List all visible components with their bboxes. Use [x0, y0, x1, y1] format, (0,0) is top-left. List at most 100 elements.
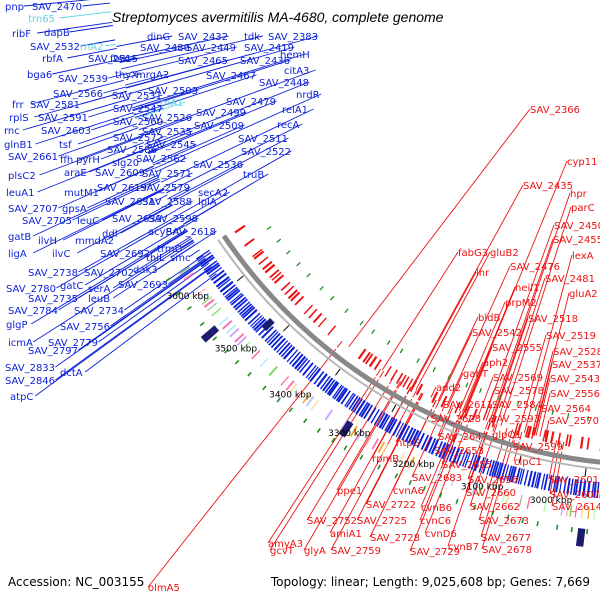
annotation-block [565, 504, 569, 517]
annotation-block [201, 296, 213, 305]
forward-cds [531, 471, 537, 488]
forward-gene-label: ilvH [38, 236, 57, 247]
leader-line [82, 2, 111, 7]
leader-line [78, 135, 142, 160]
forward-cds [363, 404, 374, 420]
gc-marker-inner [551, 409, 554, 415]
reverse-gene-label: SAV_2628 [431, 414, 481, 425]
leader-line [462, 361, 484, 413]
reverse-gene-label: SAV_2662 [470, 502, 520, 513]
leader-line [125, 73, 168, 86]
gc-marker [224, 349, 229, 354]
annotation-block [435, 468, 442, 481]
forward-gene-label: secA2 [198, 188, 228, 199]
forward-cds [435, 441, 444, 457]
forward-gene-label: acyP [148, 227, 172, 238]
forward-gene-label: SAV_2591 [38, 113, 88, 124]
leader-line [30, 79, 125, 105]
leader-line [147, 180, 161, 188]
reverse-gene-label: SAV_2614 [552, 502, 600, 513]
forward-gene-label: SAV_2639 [112, 214, 162, 225]
annotation-block [381, 443, 389, 455]
gc-marker [570, 527, 573, 533]
forward-cds [195, 249, 210, 260]
genome-summary: Topology: linear; Length: 9,025,608 bp; … [270, 575, 590, 589]
annotation-block [587, 507, 590, 520]
forward-cds [230, 293, 244, 306]
forward-gene-label: SAV_2631 [105, 197, 155, 208]
forward-gene-label: nrdR [296, 90, 320, 101]
leader-line [177, 150, 292, 216]
gc-marker [288, 407, 294, 413]
forward-cds [215, 276, 230, 288]
annotation-block [471, 481, 478, 494]
reverse-gene-label: SAV_2584 [492, 400, 542, 411]
forward-gene-label: SAV_2572 [113, 133, 163, 144]
forward-cds [224, 286, 238, 298]
reverse-cds [454, 401, 461, 414]
gc-marker [234, 359, 240, 365]
annotation-block [526, 496, 531, 509]
reverse-gene-label: aph2 [483, 358, 508, 369]
annotation-block [234, 333, 245, 343]
forward-cds [206, 264, 221, 276]
leader-line [348, 108, 531, 347]
leader-line [143, 158, 151, 163]
leader-line [152, 143, 197, 164]
forward-cds [378, 413, 389, 429]
forward-gene-label: SAV_2609 [95, 168, 145, 179]
forward-gene-label: SAV_2833 [5, 363, 55, 374]
forward-cds [582, 480, 587, 497]
annotation-block [450, 474, 457, 487]
leader-line [551, 441, 565, 507]
annotation-block [501, 490, 506, 503]
reverse-gene-label: amiA1 [330, 529, 362, 540]
forward-cds [578, 479, 583, 496]
forward-cds [203, 260, 218, 271]
forward-gene-label: ilvC [52, 249, 70, 260]
annotation-block [268, 365, 278, 377]
reverse-cds [440, 395, 448, 408]
forward-cds [468, 453, 475, 470]
reverse-gene-label: SAV_2593 [490, 414, 540, 425]
forward-gene-label: SAV_2499 [196, 108, 246, 119]
forward-gene-label: gatB [8, 232, 31, 243]
reverse-cds [471, 408, 478, 421]
reverse-gene-label: SAV_2366 [530, 105, 580, 116]
forward-cds [395, 422, 405, 438]
dark-block [200, 325, 220, 343]
gc-marker-inner [534, 405, 538, 412]
genome-axis [217, 231, 600, 471]
leader-line [188, 249, 200, 258]
reverse-gene-label: rpmB [372, 454, 399, 465]
forward-cds [508, 465, 515, 482]
reverse-gene-label: cvnD6 [425, 529, 457, 540]
forward-gene-label: SAV_2618 [166, 227, 216, 238]
reverse-gene-label: SAV_2660 [466, 488, 516, 499]
forward-gene-label: SAV_2562 [136, 154, 186, 165]
forward-cds [302, 362, 314, 376]
leader-line [447, 372, 464, 406]
gc-marker-inner [465, 382, 469, 388]
gc-marker [175, 291, 181, 296]
leader-line [172, 224, 184, 232]
reverse-gene-label: SAV_2599 [513, 442, 563, 453]
leader-line [464, 346, 493, 414]
reverse-cds [526, 425, 533, 439]
leader-line [430, 386, 437, 398]
leader-line [163, 172, 193, 188]
gc-marker [521, 517, 525, 524]
leader-line [415, 251, 491, 391]
leader-line [500, 206, 572, 427]
annotation-block [289, 383, 298, 394]
leader-line [477, 376, 494, 419]
annotation-block [569, 504, 573, 517]
annotation-block [478, 483, 484, 496]
gc-marker [394, 473, 399, 479]
tick-label: 3600 kbp [167, 292, 210, 302]
reverse-gene-label: parC [571, 203, 595, 214]
forward-cds [486, 459, 493, 476]
leader-line [132, 89, 199, 112]
forward-gene-label: SAV_2779 [48, 338, 98, 349]
leader-line [533, 407, 542, 436]
